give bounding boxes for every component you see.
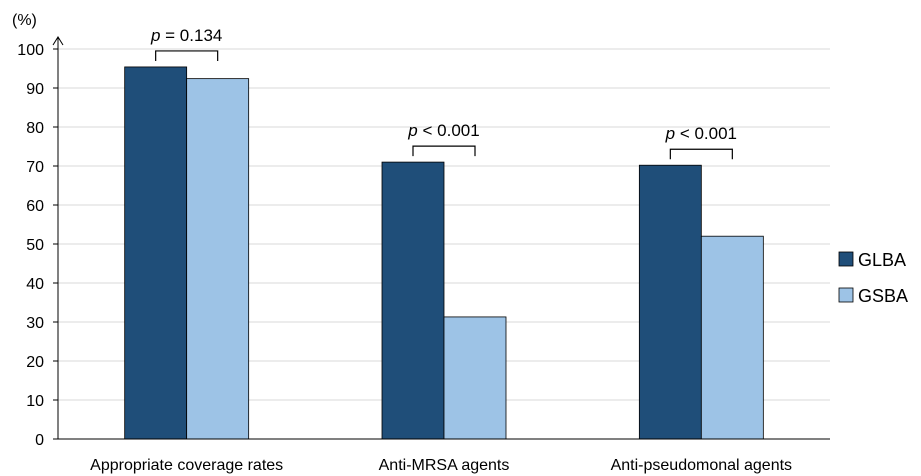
y-tick-label: 0 bbox=[35, 432, 44, 449]
y-unit-label: (%) bbox=[12, 12, 37, 29]
legend-swatch-glba bbox=[838, 251, 854, 267]
p-value-label: p < 0.001 bbox=[665, 124, 737, 143]
y-tick-label: 30 bbox=[26, 315, 44, 332]
category-labels: Appropriate coverage rates Anti-MRSA agen… bbox=[90, 457, 792, 474]
y-tick-label: 60 bbox=[26, 198, 44, 215]
p-value-text: < 0.001 bbox=[675, 124, 737, 143]
y-tick-label: 100 bbox=[17, 42, 44, 59]
y-tick-label: 40 bbox=[26, 276, 44, 293]
y-tick-label: 90 bbox=[26, 81, 44, 98]
category-label: Anti-pseudomonal agents bbox=[611, 457, 792, 474]
category-label: Appropriate coverage rates bbox=[90, 457, 283, 474]
bar-glba bbox=[124, 66, 188, 440]
p-value-label: p < 0.001 bbox=[407, 121, 479, 140]
p-symbol: p bbox=[665, 124, 675, 143]
legend-label-gsba: GSBA bbox=[858, 286, 908, 306]
axes bbox=[52, 36, 830, 440]
y-tick-label: 70 bbox=[26, 159, 44, 176]
bar-glba bbox=[381, 161, 445, 440]
bar-gsba bbox=[186, 78, 250, 440]
y-tick-label: 10 bbox=[26, 393, 44, 410]
y-tick-label: 20 bbox=[26, 354, 44, 371]
y-tick-label: 50 bbox=[26, 237, 44, 254]
p-symbol: p bbox=[150, 26, 160, 45]
bar-glba bbox=[638, 164, 702, 440]
significance-bracket bbox=[669, 148, 733, 160]
y-tick-labels: 0 10 20 30 40 50 60 70 80 90 100 bbox=[17, 42, 44, 449]
y-axis-arrow bbox=[52, 36, 64, 46]
y-tick-label: 80 bbox=[26, 120, 44, 137]
p-symbol: p bbox=[407, 121, 417, 140]
p-value-text: < 0.001 bbox=[418, 121, 480, 140]
category-label: Anti-MRSA agents bbox=[379, 457, 510, 474]
legend-label-glba: GLBA bbox=[858, 250, 906, 270]
legend-swatch-gsba bbox=[838, 287, 854, 303]
bar-gsba bbox=[443, 316, 507, 440]
legend: GLBA GSBA bbox=[838, 250, 908, 306]
p-value-text: = 0.134 bbox=[160, 26, 222, 45]
bar-gsba bbox=[700, 235, 764, 440]
significance-bracket bbox=[155, 50, 219, 61]
p-value-label: p = 0.134 bbox=[150, 26, 222, 45]
significance-bracket bbox=[412, 145, 476, 157]
